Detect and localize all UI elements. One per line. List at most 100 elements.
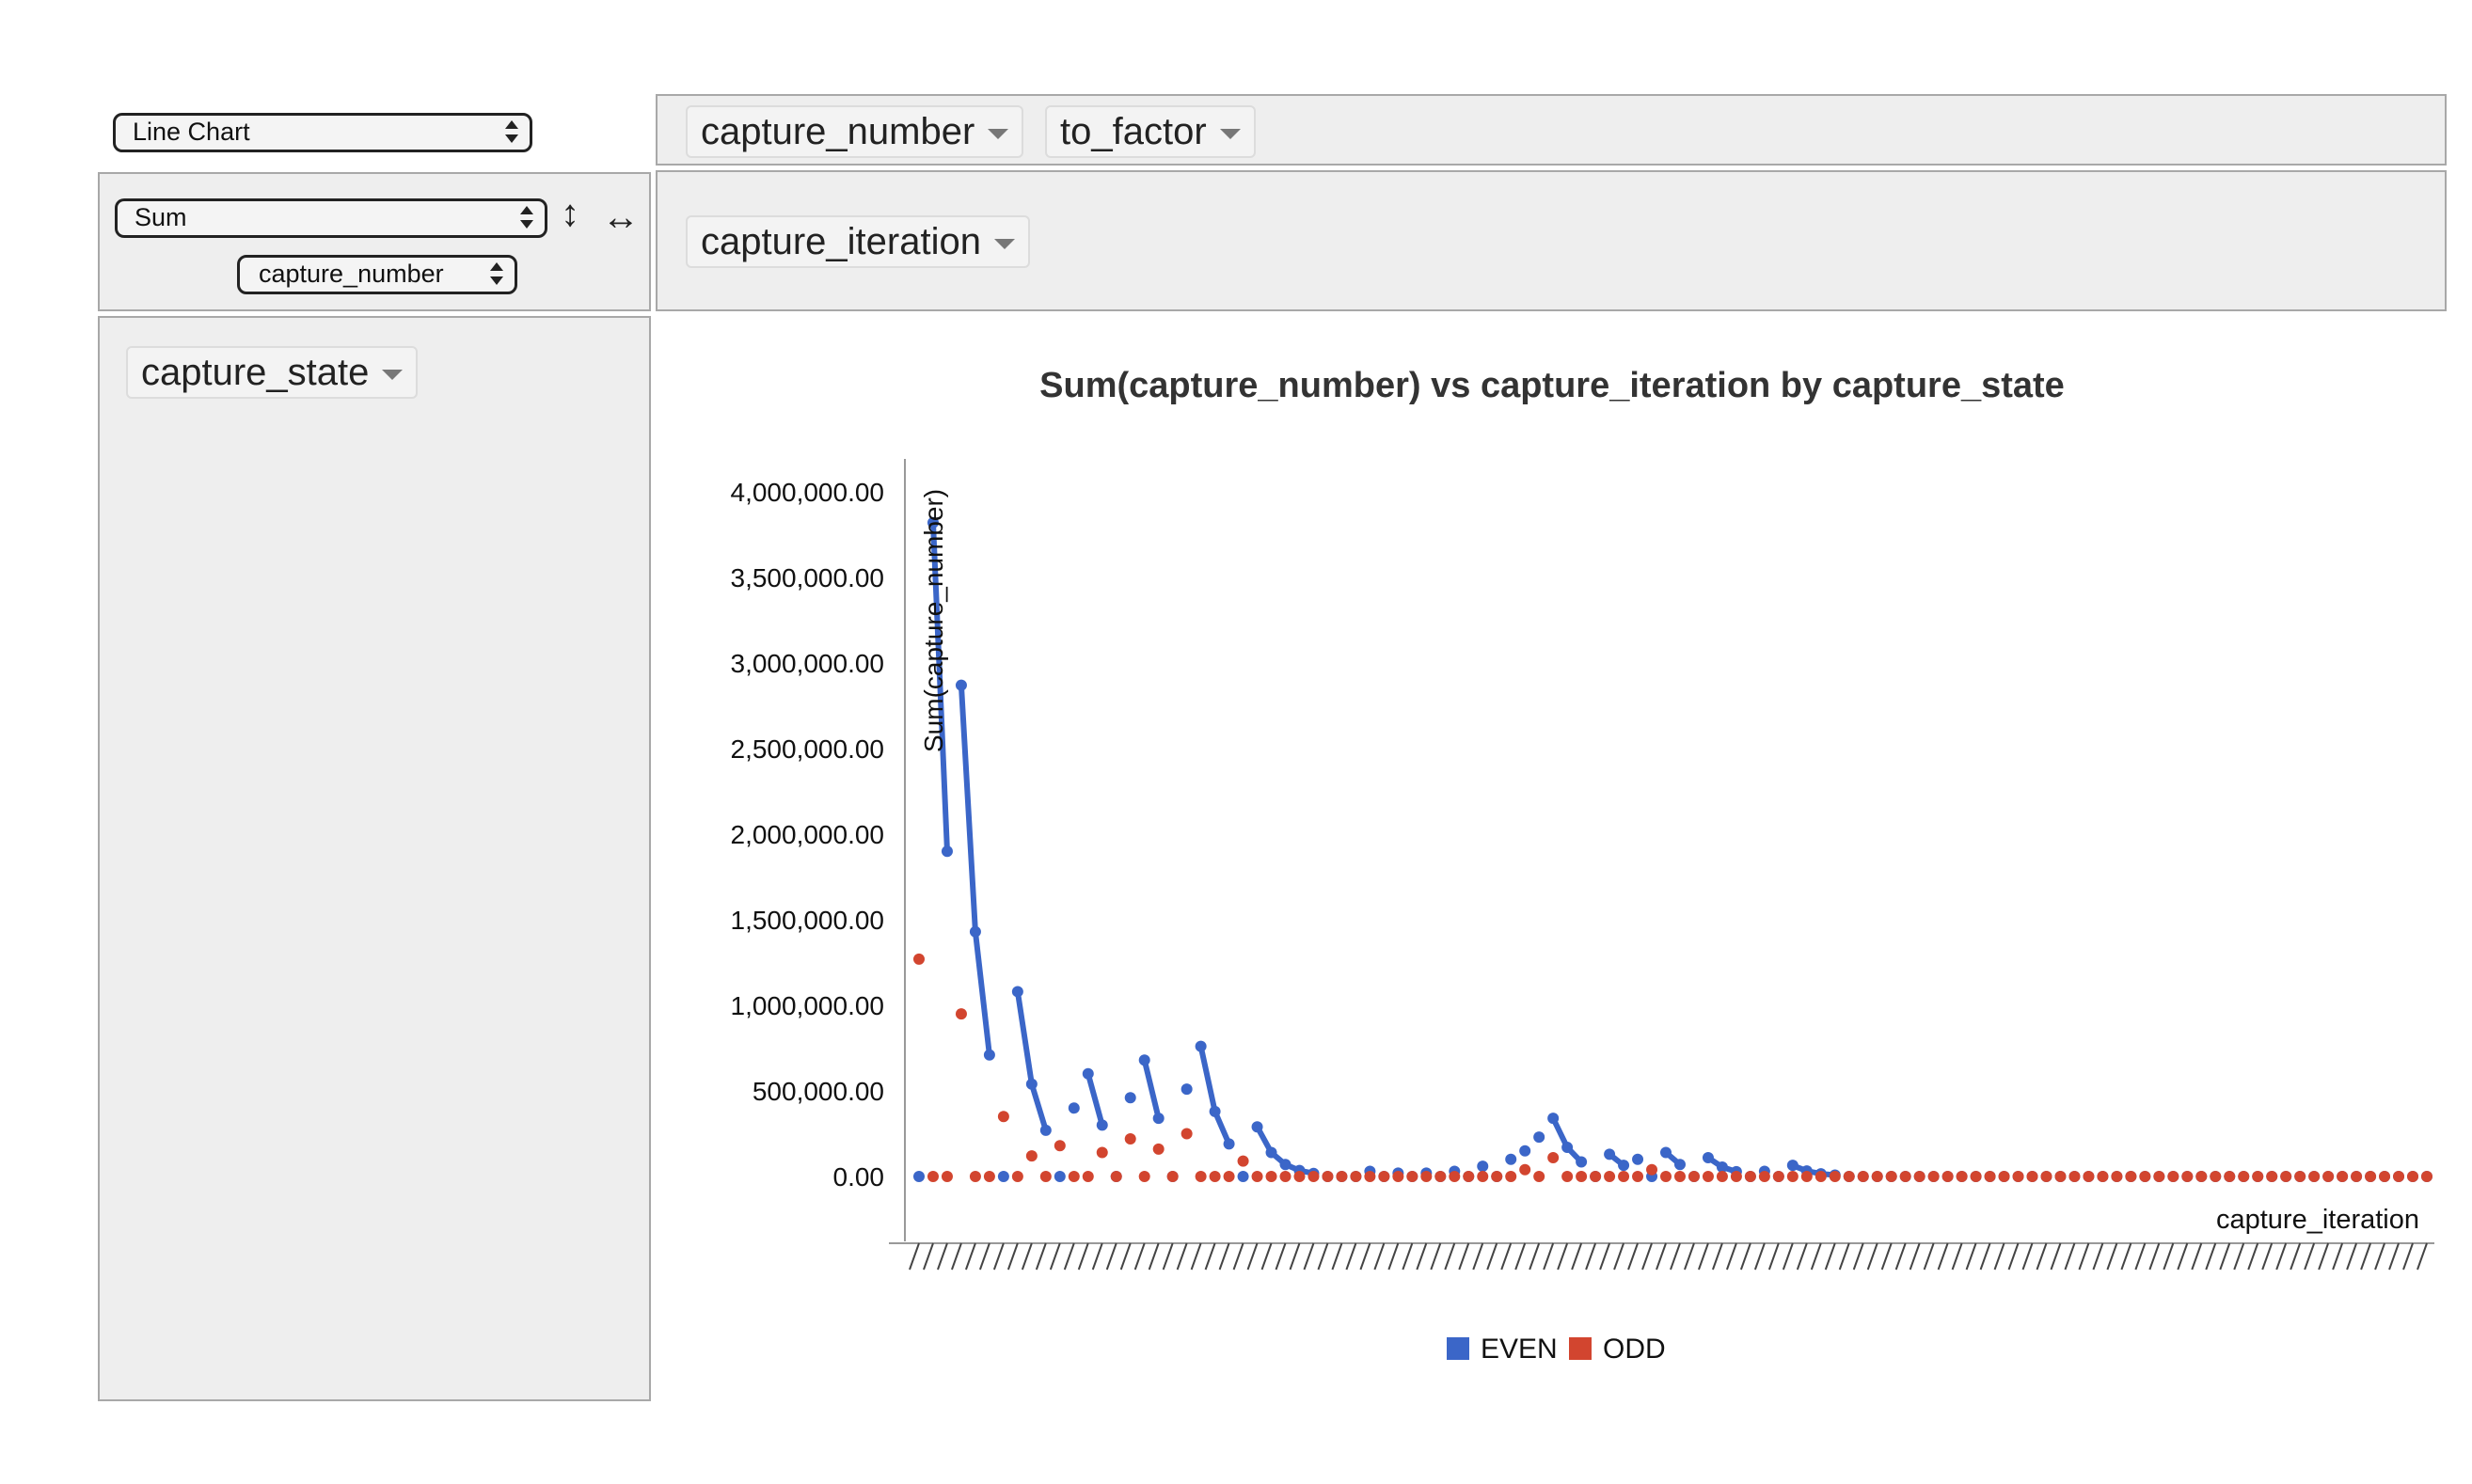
data-point[interactable] [1786, 1160, 1799, 1172]
data-point[interactable] [1138, 1054, 1150, 1066]
data-point[interactable] [2054, 1171, 2067, 1182]
data-point[interactable] [2393, 1171, 2405, 1182]
data-point[interactable] [1590, 1171, 1602, 1182]
data-point[interactable] [1927, 1171, 1940, 1182]
data-point[interactable] [2111, 1171, 2123, 1182]
data-point[interactable] [983, 1049, 995, 1061]
data-point[interactable] [1209, 1171, 1221, 1182]
data-point[interactable] [1124, 1132, 1136, 1145]
data-point[interactable] [1772, 1171, 1784, 1182]
data-point[interactable] [1096, 1119, 1108, 1131]
caret-down-icon[interactable] [382, 369, 404, 380]
data-point[interactable] [2266, 1171, 2278, 1182]
caret-down-icon[interactable] [988, 128, 1009, 139]
pill-capture-iteration[interactable]: capture_iteration [686, 215, 1030, 268]
data-point[interactable] [1913, 1171, 1925, 1182]
data-point[interactable] [1758, 1171, 1770, 1182]
data-point[interactable] [1519, 1163, 1531, 1176]
data-point[interactable] [2224, 1171, 2236, 1182]
data-point[interactable] [1547, 1113, 1560, 1125]
data-point[interactable] [1420, 1171, 1433, 1182]
data-point[interactable] [913, 1171, 925, 1182]
data-point[interactable] [1293, 1171, 1306, 1182]
data-point[interactable] [1984, 1171, 1996, 1182]
horizontal-swap-icon[interactable]: ↔ [602, 197, 640, 238]
data-point[interactable] [2026, 1171, 2038, 1182]
data-point[interactable] [1702, 1151, 1714, 1163]
data-point[interactable] [1223, 1138, 1235, 1150]
data-point[interactable] [2068, 1171, 2081, 1182]
rows-drop-area[interactable]: capture_state [98, 316, 651, 1401]
data-point[interactable] [1519, 1145, 1531, 1157]
data-point[interactable] [2294, 1171, 2306, 1182]
data-point[interactable] [997, 1111, 1009, 1123]
data-point[interactable] [1998, 1171, 2010, 1182]
data-point[interactable] [2181, 1171, 2194, 1182]
data-point[interactable] [1096, 1146, 1108, 1159]
cols-drop-area[interactable]: capture_number to_factor [656, 94, 2447, 166]
pill-to-factor[interactable]: to_factor [1045, 105, 1256, 158]
data-point[interactable] [1364, 1171, 1376, 1182]
data-point[interactable] [1025, 1150, 1038, 1162]
data-point[interactable] [2238, 1171, 2250, 1182]
data-point[interactable] [1039, 1124, 1052, 1136]
data-point[interactable] [1744, 1171, 1756, 1182]
data-point[interactable] [1632, 1171, 1644, 1182]
data-point[interactable] [1646, 1163, 1658, 1176]
data-point[interactable] [1336, 1171, 1348, 1182]
col-axis-drop-area[interactable]: capture_iteration [656, 170, 2447, 311]
data-point[interactable] [1011, 1171, 1023, 1182]
data-point[interactable] [1265, 1171, 1277, 1182]
data-point[interactable] [1814, 1171, 1827, 1182]
data-point[interactable] [1604, 1148, 1616, 1160]
data-point[interactable] [1251, 1171, 1263, 1182]
data-point[interactable] [1082, 1067, 1094, 1080]
data-point[interactable] [1434, 1171, 1447, 1182]
data-point[interactable] [1463, 1171, 1475, 1182]
data-point[interactable] [1576, 1171, 1588, 1182]
pill-capture-number[interactable]: capture_number [686, 105, 1024, 158]
data-point[interactable] [1716, 1160, 1728, 1173]
data-point[interactable] [1011, 986, 1023, 998]
aggregator-field-select[interactable]: capture_number [237, 255, 517, 294]
data-point[interactable] [2322, 1171, 2335, 1182]
data-point[interactable] [1279, 1159, 1291, 1171]
data-point[interactable] [1505, 1171, 1517, 1182]
data-point[interactable] [997, 1171, 1009, 1182]
data-point[interactable] [1181, 1083, 1193, 1096]
data-point[interactable] [1899, 1171, 1911, 1182]
data-point[interactable] [1265, 1146, 1277, 1159]
data-point[interactable] [2280, 1171, 2292, 1182]
data-point[interactable] [1477, 1160, 1489, 1173]
data-point[interactable] [941, 1171, 953, 1182]
data-point[interactable] [1673, 1159, 1686, 1171]
data-point[interactable] [2351, 1171, 2363, 1182]
data-point[interactable] [927, 1171, 939, 1182]
caret-down-icon[interactable] [993, 238, 1015, 249]
data-point[interactable] [941, 845, 953, 858]
data-point[interactable] [1152, 1113, 1165, 1125]
data-point[interactable] [1561, 1142, 1574, 1154]
data-point[interactable] [2337, 1171, 2349, 1182]
data-point[interactable] [1885, 1171, 1897, 1182]
data-point[interactable] [1730, 1171, 1742, 1182]
data-point[interactable] [2407, 1171, 2419, 1182]
data-point[interactable] [1138, 1171, 1150, 1182]
data-point[interactable] [1166, 1171, 1179, 1182]
data-point[interactable] [1871, 1171, 1883, 1182]
data-point[interactable] [1406, 1171, 1418, 1182]
data-point[interactable] [1547, 1151, 1560, 1163]
data-point[interactable] [1857, 1171, 1869, 1182]
data-point[interactable] [1604, 1171, 1616, 1182]
data-point[interactable] [1195, 1171, 1207, 1182]
data-point[interactable] [1039, 1171, 1052, 1182]
data-point[interactable] [2252, 1171, 2264, 1182]
renderer-select[interactable]: Line Chart [113, 113, 532, 152]
data-point[interactable] [1941, 1171, 1954, 1182]
data-point[interactable] [1533, 1171, 1545, 1182]
caret-down-icon[interactable] [1219, 128, 1241, 139]
data-point[interactable] [1970, 1171, 1982, 1182]
data-point[interactable] [2167, 1171, 2179, 1182]
pill-capture-state[interactable]: capture_state [126, 346, 419, 399]
data-point[interactable] [1378, 1171, 1390, 1182]
